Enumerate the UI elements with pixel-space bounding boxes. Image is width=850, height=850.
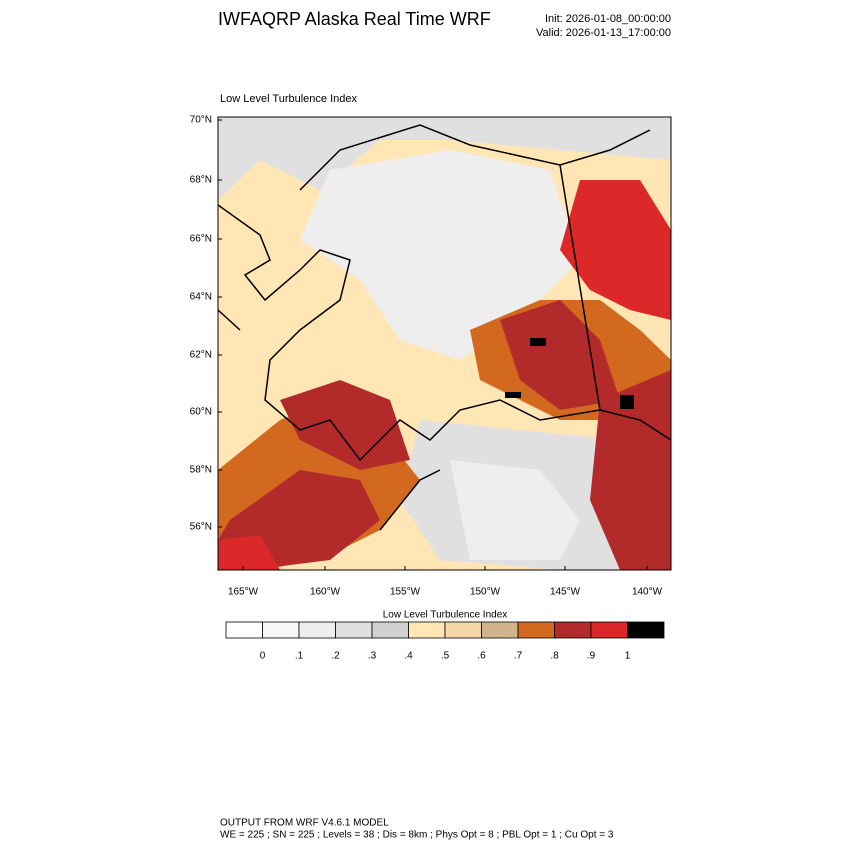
colorbar-swatch	[517, 621, 555, 639]
init-time: Init: 2026-01-08_00:00:00	[545, 13, 671, 25]
lat-label: 68°N	[190, 175, 212, 186]
colorbar-swatch	[554, 621, 592, 639]
map-title: Low Level Turbulence Index	[220, 93, 357, 105]
colorbar-label: .4	[404, 651, 413, 662]
colorbar-swatch	[262, 621, 300, 639]
lat-label: 60°N	[190, 407, 212, 418]
colorbar-swatch	[627, 621, 665, 639]
colorbar-swatch	[298, 621, 336, 639]
colorbar-swatch	[371, 621, 409, 639]
colorbar-label: .8	[550, 651, 559, 662]
lat-label: 62°N	[190, 350, 212, 361]
colorbar-label: 1	[625, 651, 631, 662]
lat-label: 64°N	[190, 292, 212, 303]
map-frame	[217, 116, 672, 571]
lat-label: 70°N	[190, 115, 212, 126]
lon-label: 140°W	[632, 587, 663, 598]
lon-label: 155°W	[390, 587, 421, 598]
lat-label: 56°N	[190, 522, 212, 533]
footer-line: OUTPUT FROM WRF V4.6.1 MODEL	[220, 818, 389, 829]
turbulence-field	[218, 117, 671, 570]
colorbar-label: .2	[331, 651, 340, 662]
colorbar-label: .9	[587, 651, 596, 662]
colorbar-swatch	[481, 621, 519, 639]
colorbar-label: .5	[441, 651, 450, 662]
colorbar-title: Low Level Turbulence Index	[383, 610, 508, 621]
title: IWFAQRP Alaska Real Time WRF	[218, 9, 491, 29]
lon-label: 165°W	[228, 587, 259, 598]
colorbar-label: .6	[477, 651, 486, 662]
colorbar-swatch	[408, 621, 446, 639]
lat-label: 66°N	[190, 234, 212, 245]
colorbar-swatch	[335, 621, 373, 639]
colorbar-swatch	[444, 621, 482, 639]
lon-label: 160°W	[310, 587, 341, 598]
colorbar-label: 0	[260, 651, 266, 662]
footer-line: WE = 225 ; SN = 225 ; Levels = 38 ; Dis …	[220, 830, 614, 841]
colorbar-label: .1	[295, 651, 304, 662]
lat-label: 58°N	[190, 465, 212, 476]
lon-label: 150°W	[470, 587, 501, 598]
valid-time: Valid: 2026-01-13_17:00:00	[536, 27, 671, 39]
lon-label: 145°W	[550, 587, 581, 598]
colorbar-label: .7	[514, 651, 523, 662]
colorbar-swatch	[225, 621, 263, 639]
colorbar-label: .3	[368, 651, 377, 662]
colorbar-swatch	[590, 621, 628, 639]
